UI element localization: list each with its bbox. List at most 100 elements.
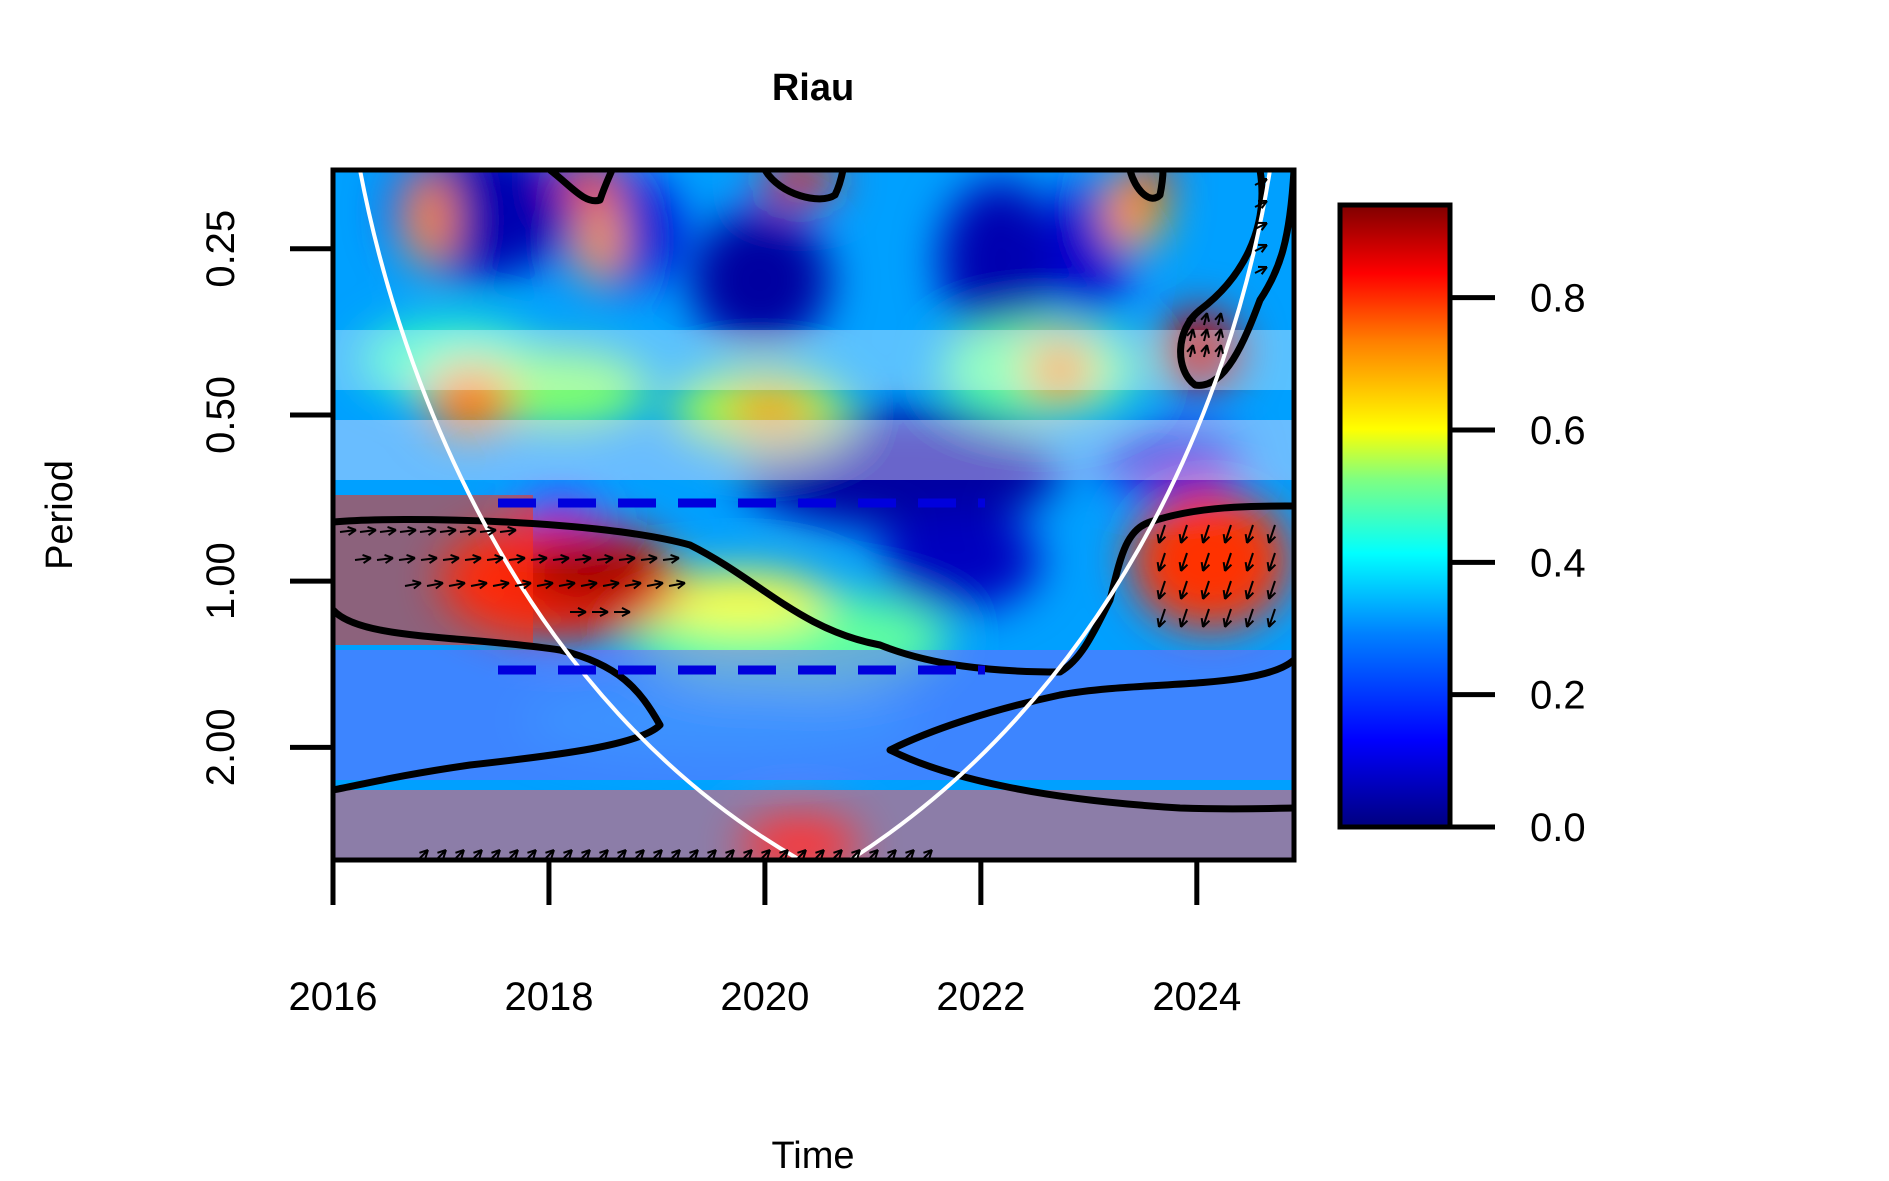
x-tick-label: 2016	[289, 975, 378, 1019]
phase-arrow	[552, 553, 570, 564]
phase-arrow	[1266, 580, 1277, 600]
phase-arrow	[689, 849, 699, 859]
phase-arrow	[707, 849, 717, 859]
phase-arrow	[439, 525, 457, 536]
phase-arrow	[1178, 580, 1189, 600]
phase-arrow	[1222, 524, 1233, 544]
phase-arrow	[1214, 328, 1224, 342]
colorbar-tick-label: 0.0	[1530, 806, 1586, 850]
phase-arrow	[1254, 177, 1268, 187]
y-tick-label: 1.00	[199, 542, 243, 620]
phase-arrow	[779, 849, 789, 859]
phase-arrow	[602, 579, 620, 590]
y-tick-label: 0.50	[199, 376, 243, 454]
phase-arrow	[1156, 552, 1167, 572]
phase-arrow	[646, 579, 664, 590]
phase-arrow	[448, 579, 466, 590]
phase-arrow	[923, 849, 933, 859]
dashed-period-lines	[498, 498, 985, 675]
x-tick-label: 2024	[1152, 975, 1241, 1019]
phase-arrow	[1200, 312, 1210, 326]
x-tick-label: 2022	[936, 975, 1025, 1019]
y-axis: 0.25 0.50 1.00 2.00	[199, 210, 336, 786]
phase-arrow	[1200, 608, 1211, 628]
significance-contours	[333, 170, 1294, 813]
phase-arrow	[1178, 524, 1189, 544]
phase-arrow	[617, 849, 627, 859]
phase-arrow	[442, 553, 460, 564]
phase-arrow	[1186, 312, 1196, 326]
contour-late-large-scale	[886, 657, 1294, 813]
phase-arrow	[574, 553, 592, 564]
contour-low-freq	[333, 502, 1294, 676]
phase-arrow	[599, 849, 609, 859]
phase-arrow	[455, 849, 465, 859]
phase-arrow	[437, 849, 447, 859]
colorbar-ramp	[1337, 202, 1453, 830]
phase-arrow	[1178, 608, 1189, 628]
colorbar: 0.0 0.2 0.4 0.6 0.8	[1337, 202, 1586, 850]
phase-arrow	[1156, 524, 1167, 544]
phase-arrow	[508, 553, 526, 564]
phase-arrow	[1244, 552, 1255, 572]
y-tick-label: 2.00	[199, 708, 243, 786]
phase-arrow	[1244, 580, 1255, 600]
phase-arrow	[851, 849, 861, 859]
phase-arrow	[419, 525, 437, 536]
x-axis: 2016 2018 2020 2022 2024	[289, 857, 1241, 1019]
contour-top-a	[547, 170, 616, 205]
phase-arrow	[1214, 312, 1224, 326]
phase-arrow	[671, 849, 681, 859]
phase-arrow	[635, 849, 645, 859]
phase-arrow	[1222, 608, 1233, 628]
phase-arrow	[359, 525, 377, 536]
contour-large-scale	[333, 607, 664, 794]
phase-arrow	[596, 553, 614, 564]
phase-arrow	[530, 553, 548, 564]
phase-arrow	[398, 553, 416, 564]
phase-arrow	[509, 849, 519, 859]
phase-arrow	[761, 849, 771, 859]
phase-arrow	[464, 553, 482, 564]
phase-arrow	[905, 849, 915, 859]
phase-arrow	[1214, 344, 1224, 358]
colorbar-tick-label: 0.4	[1530, 541, 1586, 585]
phase-arrow	[491, 849, 501, 859]
phase-arrow	[662, 553, 680, 564]
phase-arrow	[404, 579, 422, 590]
phase-arrow	[1222, 552, 1233, 572]
phase-arrow	[1254, 199, 1268, 209]
phase-arrow	[1186, 344, 1196, 358]
x-axis-label: Time	[771, 1135, 854, 1177]
phase-arrow	[797, 849, 807, 859]
phase-arrow	[1254, 243, 1268, 253]
phase-arrow	[668, 579, 686, 590]
phase-arrow	[473, 849, 483, 859]
phase-arrow	[470, 579, 488, 590]
phase-arrow	[570, 607, 587, 617]
phase-arrow	[1266, 608, 1277, 628]
colorbar-tick-label: 0.2	[1530, 674, 1586, 718]
phase-arrow	[1244, 524, 1255, 544]
phase-arrow	[527, 849, 537, 859]
phase-arrow	[492, 579, 510, 590]
phase-arrow	[743, 849, 753, 859]
phase-arrow	[1200, 580, 1211, 600]
phase-arrow	[618, 553, 636, 564]
phase-arrow	[580, 579, 598, 590]
phase-arrow	[640, 553, 658, 564]
phase-arrow	[420, 553, 438, 564]
phase-arrow	[1156, 608, 1167, 628]
colorbar-tick-label: 0.6	[1530, 409, 1586, 453]
phase-arrow	[1254, 265, 1268, 275]
phase-arrow	[563, 849, 573, 859]
phase-arrow	[1200, 344, 1210, 358]
phase-arrow	[376, 553, 394, 564]
phase-arrow	[614, 607, 631, 617]
phase-arrow	[399, 525, 417, 536]
phase-arrow	[725, 849, 735, 859]
phase-arrow	[536, 579, 554, 590]
phase-arrow	[426, 579, 444, 590]
x-tick-label: 2020	[720, 975, 809, 1019]
